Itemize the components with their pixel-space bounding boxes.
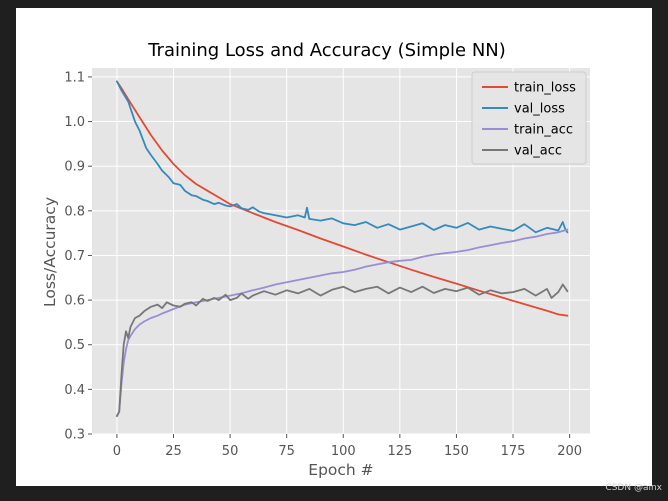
series-line-val-acc <box>116 283 569 418</box>
x-tick-label: 50 <box>222 444 239 459</box>
axis-ticks: 0 25 50 75 100 125 150 175 200 0.3 0.4 0.5 0.6 0.7 0.8… <box>64 70 582 459</box>
x-tick-label: 75 <box>278 444 295 459</box>
x-tick-label: 100 <box>331 444 356 459</box>
x-tick-label: 0 <box>113 444 121 459</box>
x-tick-label: 25 <box>165 444 182 459</box>
series-lines <box>116 80 569 418</box>
y-tick-label: 0.8 <box>64 204 85 219</box>
legend-box <box>471 71 587 165</box>
y-tick-label: 0.3 <box>64 428 85 443</box>
series-line-train-acc <box>116 228 569 418</box>
x-tick-label: 150 <box>444 444 469 459</box>
y-axis-label: Loss/Accuracy <box>41 197 59 307</box>
chart-figure: Training Loss and Accuracy (Simple NN) 0… <box>16 8 652 486</box>
watermark: CSDN @ainx <box>605 483 662 493</box>
legend-label: train_loss <box>514 81 576 96</box>
x-tick-label: 200 <box>557 444 582 459</box>
y-tick-label: 0.7 <box>64 249 85 264</box>
y-tick-label: 0.6 <box>64 294 85 309</box>
y-tick-label: 0.5 <box>64 338 85 353</box>
chart-title: Training Loss and Accuracy (Simple NN) <box>147 40 506 61</box>
x-tick-label: 125 <box>387 444 412 459</box>
legend: train_loss val_loss train_acc val_acc <box>471 71 587 165</box>
x-tick-label: 175 <box>501 444 526 459</box>
legend-label: train_acc <box>514 123 573 138</box>
y-tick-label: 0.4 <box>64 383 85 398</box>
y-tick-label: 1.1 <box>64 70 85 85</box>
y-tick-label: 0.9 <box>64 160 85 175</box>
line-chart: Training Loss and Accuracy (Simple NN) 0… <box>41 40 590 479</box>
series-line-train-loss <box>116 80 569 317</box>
x-axis-label: Epoch # <box>308 461 373 479</box>
legend-label: val_loss <box>514 102 565 117</box>
y-tick-label: 1.0 <box>64 115 85 130</box>
legend-label: val_acc <box>514 144 562 159</box>
series-line-val-loss <box>116 80 569 234</box>
